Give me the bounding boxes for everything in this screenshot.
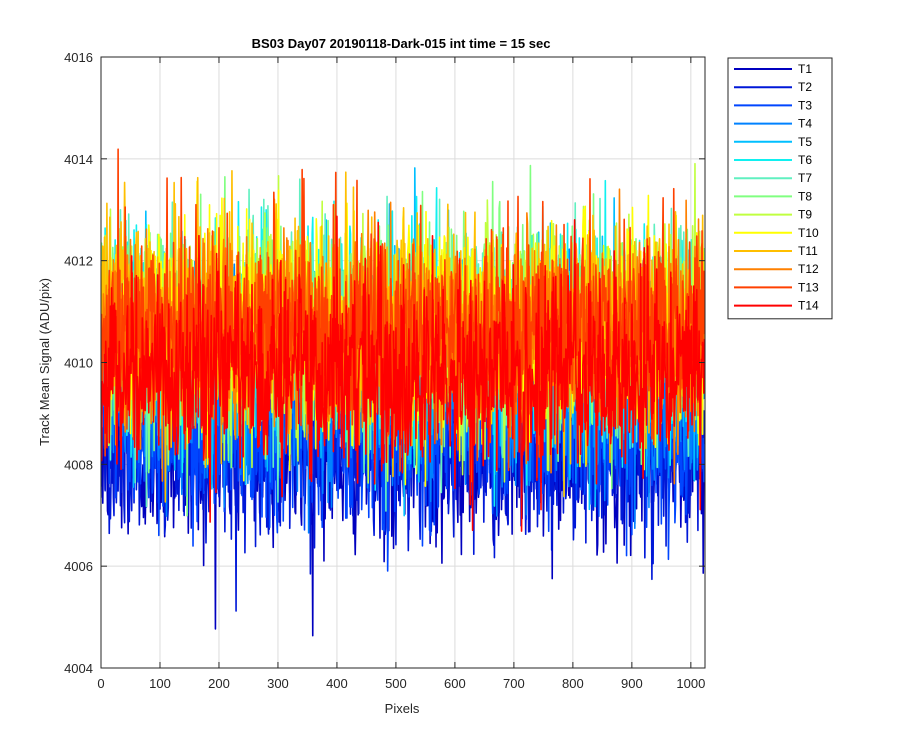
y-tick-label: 4014 (64, 152, 93, 167)
y-tick-label: 4016 (64, 50, 93, 65)
legend-label: T9 (798, 208, 812, 222)
x-tick-label: 800 (562, 676, 584, 691)
x-tick-label: 0 (97, 676, 104, 691)
series-line-t14 (101, 215, 705, 532)
x-tick-label: 900 (621, 676, 643, 691)
x-tick-label: 300 (267, 676, 289, 691)
legend-box (727, 57, 833, 320)
x-tick-label: 600 (444, 676, 466, 691)
legend-label: T4 (798, 117, 812, 131)
x-axis-label: Pixels (385, 701, 420, 716)
legend: T1 T2 T3 T4 T5 T6 T7 T8 T9 T10 T11 T12 T13 T14 (727, 57, 833, 320)
y-tick-label: 4012 (64, 254, 93, 269)
x-axis: 0 100 200 300 400 500 600 700 800 900 1000 (97, 57, 705, 691)
legend-label: T5 (798, 135, 812, 149)
legend-label: T8 (798, 189, 812, 203)
y-tick-label: 4004 (64, 661, 93, 676)
y-tick-label: 4010 (64, 356, 93, 371)
x-tick-label: 100 (149, 676, 171, 691)
chart-title: BS03 Day07 20190118-Dark-015 int time = … (252, 36, 551, 51)
x-tick-label: 700 (503, 676, 525, 691)
y-axis: 4004 4006 4008 4010 4012 4014 4016 (64, 50, 705, 676)
legend-label: T14 (798, 299, 819, 313)
legend-label: T6 (798, 153, 812, 167)
x-tick-label: 500 (385, 676, 407, 691)
series-layer (101, 148, 705, 637)
legend-label: T12 (798, 262, 819, 276)
legend-label: T3 (798, 98, 812, 112)
y-tick-label: 4006 (64, 559, 93, 574)
x-tick-label: 400 (326, 676, 348, 691)
legend-label: T13 (798, 280, 819, 294)
x-tick-label: 200 (208, 676, 230, 691)
legend-label: T1 (798, 62, 812, 76)
y-tick-label: 4008 (64, 457, 93, 472)
legend-label: T11 (798, 244, 818, 258)
legend-label: T10 (798, 226, 819, 240)
legend-label: T2 (798, 80, 812, 94)
x-tick-label: 1000 (676, 676, 705, 691)
y-axis-label: Track Mean Signal (ADU/pix) (37, 278, 52, 446)
legend-label: T7 (798, 171, 812, 185)
